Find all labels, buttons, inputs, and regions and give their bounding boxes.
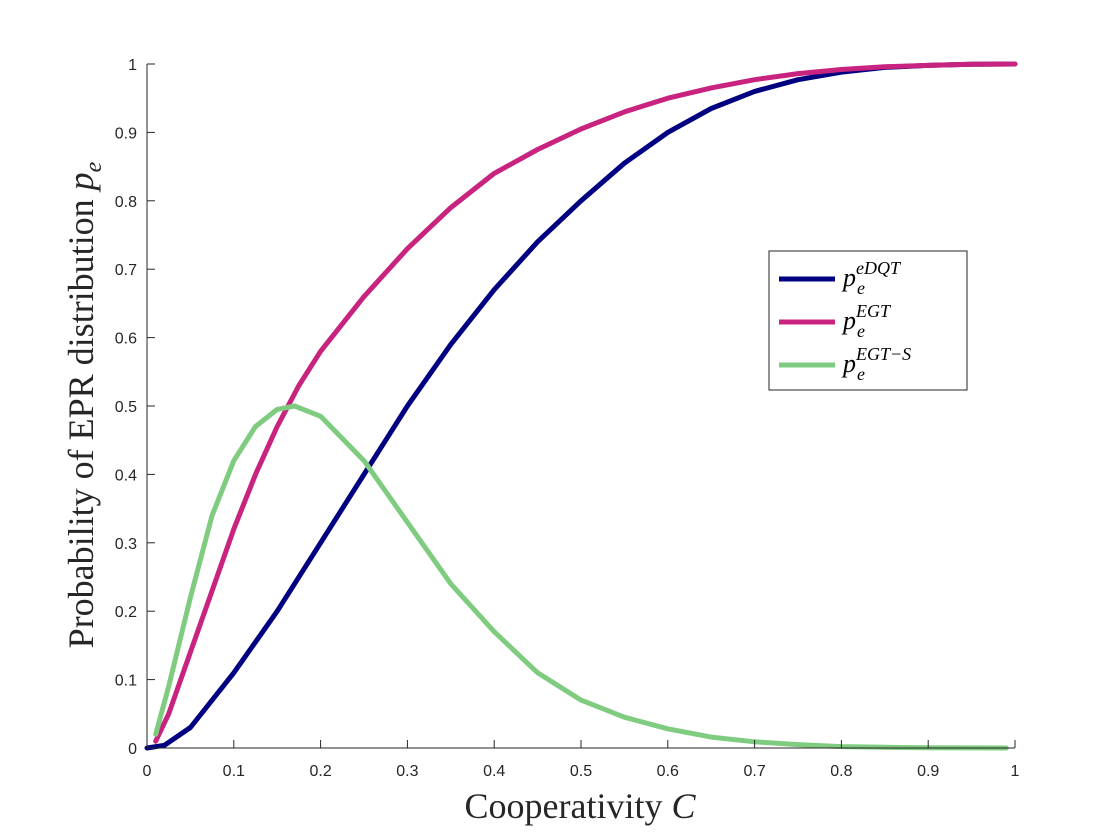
y-tick-label: 1 [128,57,137,74]
legend-label-1: peDQT e [841,258,902,298]
series-line-1 [144,61,1018,751]
y-tick-label: 0.5 [115,399,137,416]
x-tick-label: 0.5 [570,763,592,780]
series-line-3 [153,403,1009,751]
x-tick-label: 0 [143,763,152,780]
x-tick-label: 0.6 [657,763,679,780]
x-tick-label: 0.1 [223,763,245,780]
x-tick-label: 0.3 [396,763,418,780]
x-tick-label: 0.2 [309,763,331,780]
x-tick-label: 0.8 [830,763,852,780]
x-tick-label: 0.4 [483,763,505,780]
y-tick-label: 0.1 [115,673,137,690]
x-tick-label: 0.9 [917,763,939,780]
ticks-layer: 0 0.1 0.2 0.3 0.4 0.5 0.6 0.7 0.8 0.9 1 0 0.1 0.2 0.3 0… [115,57,1020,780]
y-tick-label: 0.4 [115,467,137,484]
x-axis-title: Cooperativity C [465,786,697,826]
y-tick-label: 0.3 [115,536,137,553]
legend-label-2: pEGT e [841,301,892,341]
y-tick-label: 0.6 [115,331,137,348]
y-tick-label: 0 [128,741,137,758]
y-tick-label: 0.7 [115,262,137,279]
y-tick-label: 0.8 [115,194,137,211]
series-layer [144,61,1018,751]
legend-label-3: pEGT−S e [841,344,911,384]
y-axis-title: Probability of EPR distribution pe [61,161,107,648]
axes-layer [146,64,1015,749]
y-tick-label: 0.9 [115,125,137,142]
x-tick-label: 0.7 [743,763,765,780]
x-tick-label: 1 [1011,763,1020,780]
series-line-2 [153,61,1018,744]
y-tick-label: 0.2 [115,604,137,621]
